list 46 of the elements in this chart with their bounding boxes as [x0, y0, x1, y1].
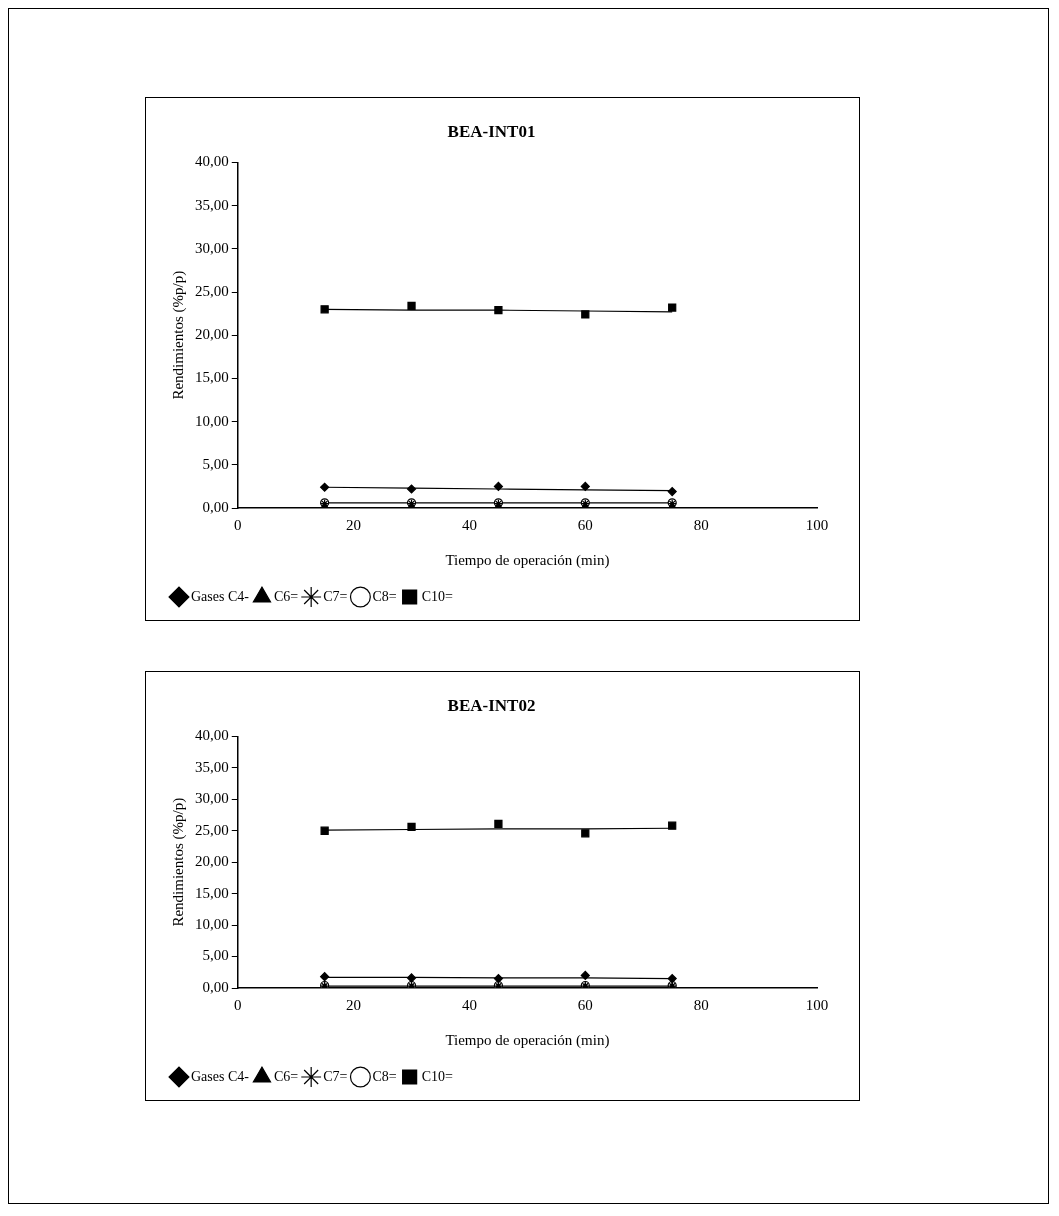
x-tick-label: 60	[577, 996, 593, 1013]
y-tick-label: 25,00	[195, 821, 229, 838]
x-tick-label: 40	[461, 996, 477, 1013]
x-tick-label: 100	[805, 516, 829, 533]
chart-title: BEA-INT02	[447, 695, 536, 715]
x-tick-label: 0	[234, 516, 242, 533]
y-tick-label: 0,00	[202, 498, 229, 515]
y-tick-label: 15,00	[195, 369, 229, 386]
legend-label: Gases C4-	[191, 588, 250, 604]
x-tick-label: 20	[346, 996, 362, 1013]
y-tick-label: 40,00	[195, 153, 229, 170]
y-axis-title: Rendimientos (%p/p)	[169, 797, 187, 927]
y-tick-label: 5,00	[202, 455, 229, 472]
y-tick-label: 35,00	[195, 196, 229, 213]
y-tick-label: 30,00	[195, 239, 229, 256]
y-tick-label: 10,00	[195, 916, 229, 933]
y-tick-label: 25,00	[195, 282, 229, 299]
x-tick-label: 20	[346, 516, 362, 533]
legend-label: C6=	[273, 588, 299, 604]
legend-label: C10=	[421, 1068, 453, 1084]
legend-label: C7=	[323, 1068, 348, 1084]
y-axis-title: Rendimientos (%p/p)	[169, 270, 187, 400]
x-tick-label: 80	[693, 516, 709, 533]
x-tick-label: 100	[805, 996, 829, 1013]
x-tick-label: 60	[577, 516, 593, 533]
legend-label: C6=	[273, 1068, 299, 1084]
x-tick-label: 40	[461, 516, 477, 533]
y-tick-label: 20,00	[195, 326, 229, 343]
legend-label: C10=	[421, 588, 453, 604]
y-tick-label: 5,00	[202, 947, 229, 964]
legend-label: C8=	[372, 1068, 397, 1084]
y-tick-label: 10,00	[195, 412, 229, 429]
x-tick-label: 0	[234, 996, 242, 1013]
legend-label: C8=	[372, 588, 397, 604]
y-tick-label: 40,00	[195, 727, 229, 744]
x-axis-title: Tiempo de operación (min)	[445, 1031, 610, 1049]
y-tick-label: 35,00	[195, 758, 229, 775]
x-axis-title: Tiempo de operación (min)	[445, 551, 610, 569]
y-tick-label: 15,00	[195, 884, 229, 901]
y-tick-label: 0,00	[202, 978, 229, 995]
y-tick-label: 20,00	[195, 853, 229, 870]
legend-label: Gases C4-	[191, 1068, 250, 1084]
x-tick-label: 80	[693, 996, 709, 1013]
y-tick-label: 30,00	[195, 790, 229, 807]
legend-label: C7=	[323, 588, 348, 604]
chart-title: BEA-INT01	[447, 121, 536, 141]
